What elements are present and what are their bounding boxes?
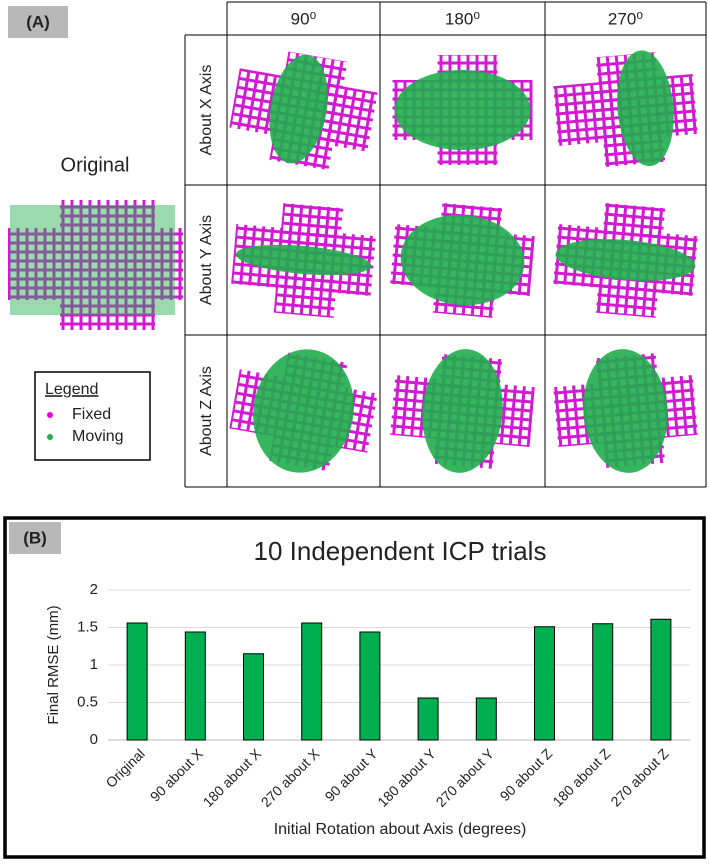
- moving-cloud: [583, 349, 668, 473]
- original-moving: [10, 205, 175, 315]
- panel-label-box: [9, 522, 61, 554]
- y-tick-label: 0.5: [77, 693, 98, 710]
- moving-cloud: [269, 54, 328, 164]
- x-tick-label: 270 about Y: [433, 745, 498, 810]
- x-tick-label: 270 about X: [258, 745, 323, 810]
- moving-cloud: [617, 50, 674, 167]
- bar: [184, 631, 206, 741]
- row-header: About Y Axis: [198, 215, 215, 305]
- y-tick-label: 0: [90, 731, 98, 748]
- bar: [592, 623, 614, 741]
- panel-label: (B): [23, 528, 47, 547]
- panel-b-box: [3, 516, 706, 859]
- moving-cloud: [422, 349, 503, 473]
- legend-label: Moving: [72, 428, 124, 445]
- y-tick-label: 1.5: [77, 618, 98, 635]
- legend-box: [34, 371, 151, 461]
- x-tick-label: 90 about Z: [497, 745, 556, 804]
- legend-marker: [47, 434, 53, 440]
- legend-title: Legend: [45, 381, 98, 398]
- panel-label: (A): [26, 12, 50, 31]
- x-tick-label: 180 about Y: [374, 745, 439, 810]
- bar: [243, 653, 264, 741]
- y-tick-label: 1: [90, 656, 98, 673]
- legend-label: Fixed: [72, 406, 111, 423]
- x-tick-label: 90 about Y: [322, 745, 381, 804]
- moving-cloud: [555, 239, 696, 281]
- bar: [650, 618, 672, 741]
- original-fixed: [60, 200, 155, 330]
- x-tick-label: 90 about X: [147, 745, 207, 805]
- image-grid: 90⁰ 180⁰ 270⁰ About X Axis About Y Axis About…: [8, 1, 707, 488]
- moving-cloud: [400, 214, 525, 306]
- moving-cloud: [253, 349, 354, 473]
- moving-cloud: [394, 70, 531, 150]
- y-axis-title: Final RMSE (mm): [45, 605, 62, 724]
- column-header: 90⁰: [291, 9, 317, 28]
- bar: [301, 622, 323, 741]
- original-label: Original: [61, 154, 130, 176]
- bar: [534, 626, 555, 741]
- x-tick-label: 180 about X: [200, 745, 265, 810]
- bar: [359, 631, 381, 741]
- y-tick-label: 2: [90, 581, 98, 598]
- chart-title: 10 Independent ICP trials: [254, 536, 547, 566]
- x-tick-label: Original: [102, 745, 147, 790]
- bar: [417, 697, 439, 741]
- x-tick-label: 270 about Z: [607, 745, 671, 809]
- row-header: About X Axis: [198, 65, 215, 156]
- panel-label-box: [8, 6, 68, 38]
- bar: [475, 697, 497, 741]
- x-axis-title: Initial Rotation about Axis (degrees): [274, 821, 527, 838]
- row-header: About Z Axis: [198, 366, 215, 456]
- column-header: 180⁰: [445, 9, 480, 28]
- x-tick-label: 180 about Z: [549, 745, 613, 809]
- moving-cloud: [235, 244, 372, 276]
- column-header: 270⁰: [608, 9, 643, 28]
- legend-marker: [47, 412, 53, 418]
- bar: [126, 622, 148, 741]
